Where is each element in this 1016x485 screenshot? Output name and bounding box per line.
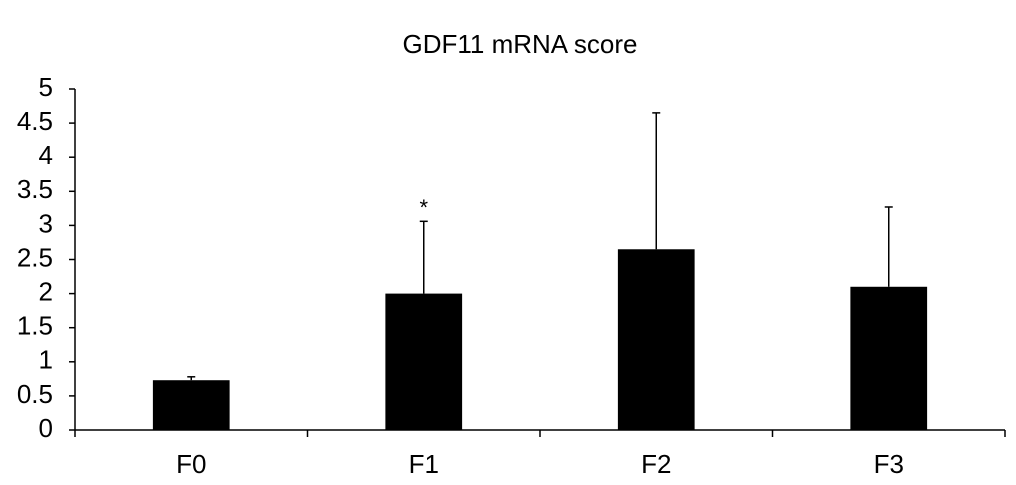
y-tick-label: 1 — [39, 345, 53, 375]
annotation: * — [419, 195, 428, 220]
y-tick-label: 2 — [39, 276, 53, 306]
x-tick-label: F2 — [641, 449, 671, 479]
y-tick-label: 4.5 — [17, 106, 53, 136]
x-tick-label: F3 — [874, 449, 904, 479]
y-tick-label: 0.5 — [17, 379, 53, 409]
y-tick-label: 3 — [39, 208, 53, 238]
y-tick-label: 2.5 — [17, 242, 53, 272]
y-tick-label: 1.5 — [17, 311, 53, 341]
bar — [152, 380, 230, 430]
y-tick-label: 0 — [39, 413, 53, 443]
x-tick-label: F0 — [176, 449, 206, 479]
bar — [617, 249, 695, 430]
y-tick-label: 4 — [39, 140, 53, 170]
y-tick-label: 5 — [39, 72, 53, 102]
bar — [385, 293, 463, 430]
x-tick-label: F1 — [409, 449, 439, 479]
y-tick-label: 3.5 — [17, 174, 53, 204]
bar — [850, 286, 928, 430]
chart-title: GDF11 mRNA score — [402, 29, 637, 59]
